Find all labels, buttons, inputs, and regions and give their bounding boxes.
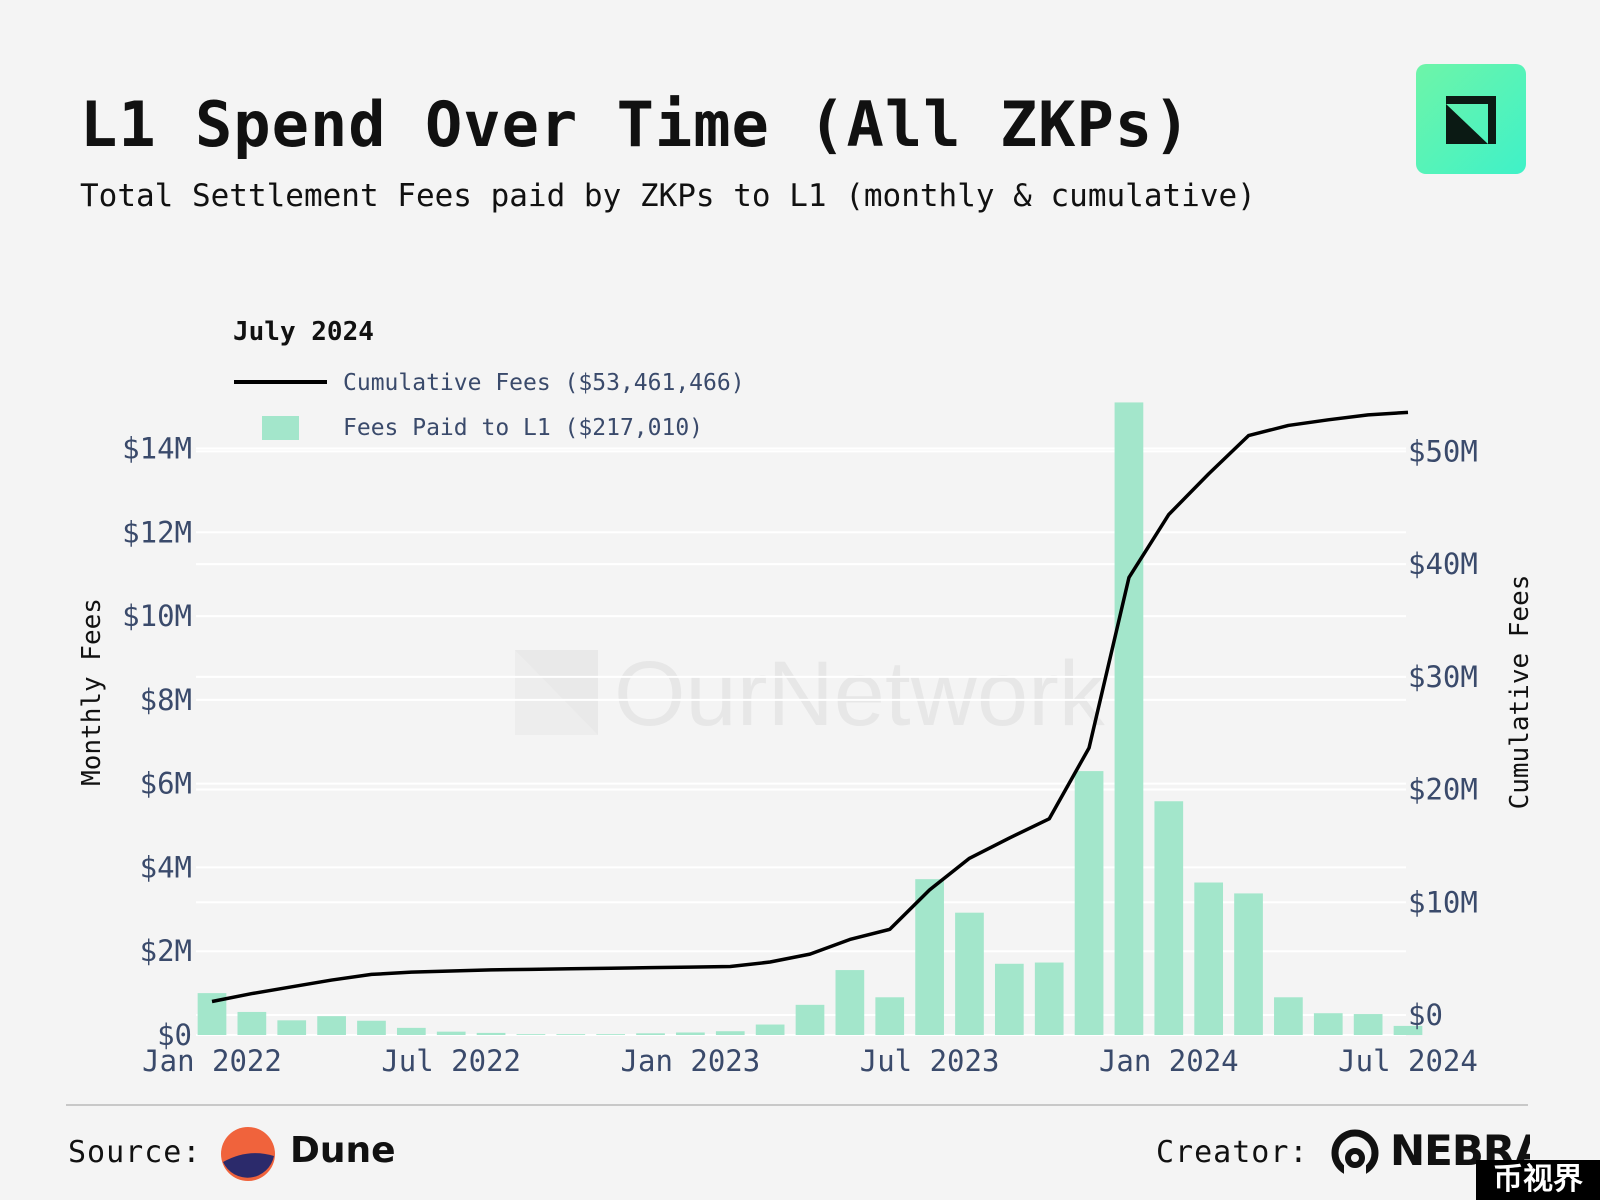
bar-2023-03 [755, 1024, 785, 1035]
x-tick-label: Jul 2022 [381, 1044, 521, 1078]
bar-2022-03 [277, 1020, 307, 1035]
x-tick-label: Jul 2024 [1338, 1044, 1478, 1078]
bar-2022-07 [436, 1031, 466, 1035]
bar-2024-07 [1393, 1025, 1423, 1035]
bar-2023-05 [835, 970, 865, 1035]
left-tick-label: $6M [140, 767, 192, 801]
bar-2024-03 [1234, 893, 1263, 1035]
right-axis-label: Cumulative Fees [1505, 575, 1535, 810]
watermark-text: OurNetwork [614, 643, 1106, 745]
bar-2022-02 [237, 1011, 267, 1035]
bar-2024-05 [1313, 1013, 1343, 1035]
bar-2023-06 [875, 997, 905, 1035]
bar-2022-10 [556, 1034, 586, 1035]
right-tick-label: $30M [1408, 660, 1478, 694]
left-tick-label: $10M [122, 599, 192, 633]
bar-2023-08 [955, 912, 984, 1035]
source-label: Source: [68, 1135, 202, 1170]
cumulative-line [211, 410, 1409, 1004]
dune-logo-icon [221, 1127, 275, 1181]
x-axis-ticks: Jan 2022 Jul 2022 Jan 2023 Jul 2023 Jan 2024… [142, 1044, 1478, 1078]
x-tick-label: Jul 2023 [860, 1044, 1000, 1078]
bar-2022-06 [396, 1027, 426, 1035]
left-tick-label: $8M [140, 683, 192, 717]
right-tick-label: $20M [1408, 773, 1478, 807]
nebra-logo-icon [1331, 1129, 1379, 1178]
right-tick-label: $10M [1408, 885, 1478, 919]
bar-2023-07 [915, 879, 944, 1035]
bar-series [197, 402, 1423, 1035]
bar-2024-06 [1353, 1014, 1383, 1035]
ournetwork-logo-icon [1446, 96, 1496, 144]
bar-2022-05 [357, 1020, 386, 1035]
watermark-icon-inner [515, 650, 598, 735]
legend-label-cumulative: Cumulative Fees ($53,461,466) [343, 370, 745, 396]
bar-2024-01 [1154, 801, 1184, 1035]
bar-2022-11 [596, 1034, 626, 1035]
bar-2022-09 [516, 1034, 546, 1035]
bar-2024-02 [1194, 882, 1224, 1035]
left-tick-label: $14M [122, 432, 192, 466]
left-tick-label: $12M [122, 515, 192, 549]
legend-label-monthly: Fees Paid to L1 ($217,010) [343, 415, 703, 441]
right-tick-label: $40M [1408, 547, 1478, 581]
bar-2022-04 [317, 1016, 346, 1035]
right-tick-label: $0 [1408, 998, 1443, 1032]
bar-2023-01 [676, 1032, 705, 1035]
bar-2023-10 [1034, 962, 1064, 1035]
left-tick-label: $4M [140, 850, 192, 884]
bar-2022-12 [636, 1033, 665, 1035]
corner-badge: 币视界 [1476, 1160, 1600, 1200]
bar-2024-04 [1274, 997, 1303, 1035]
legend-bar-swatch [262, 416, 299, 440]
right-tick-label: $50M [1408, 434, 1478, 468]
source-name: Dune [290, 1130, 396, 1171]
legend-title: July 2024 [233, 317, 374, 347]
left-tick-label: $2M [140, 934, 192, 968]
bar-2023-04 [795, 1004, 825, 1035]
left-tick-label: $0 [157, 1018, 192, 1052]
left-axis-ticks: $0 $2M $4M $6M $8M $10M $12M $14M [122, 432, 192, 1052]
line-series [211, 410, 1409, 1004]
x-tick-label: Jan 2023 [621, 1044, 761, 1078]
x-tick-label: Jan 2022 [142, 1044, 282, 1078]
bar-2023-09 [994, 963, 1024, 1035]
watermark: OurNetwork [515, 643, 1106, 745]
footer-divider [66, 1104, 1528, 1106]
bar-2023-12 [1114, 402, 1144, 1035]
bar-2023-11 [1074, 771, 1104, 1035]
ournetwork-logo [1416, 64, 1526, 174]
fees-chart: OurNetwork $0 $2M $4M $6M $8M $10M $12M $14M $0… [77, 317, 1535, 1078]
watermark-icon [515, 650, 598, 735]
x-tick-label: Jan 2024 [1099, 1044, 1239, 1078]
bar-2022-08 [476, 1032, 506, 1035]
chart-subtitle: Total Settlement Fees paid by ZKPs to L1… [80, 178, 1256, 214]
chart-title: L1 Spend Over Time (All ZKPs) [80, 88, 1192, 161]
bar-2023-02 [715, 1031, 745, 1035]
right-axis-ticks: $0 $10M $20M $30M $40M $50M [1408, 434, 1478, 1032]
left-axis-label: Monthly Fees [77, 598, 107, 786]
legend: July 2024 Cumulative Fees ($53,461,466) … [233, 317, 745, 441]
creator-label: Creator: [1156, 1135, 1309, 1170]
